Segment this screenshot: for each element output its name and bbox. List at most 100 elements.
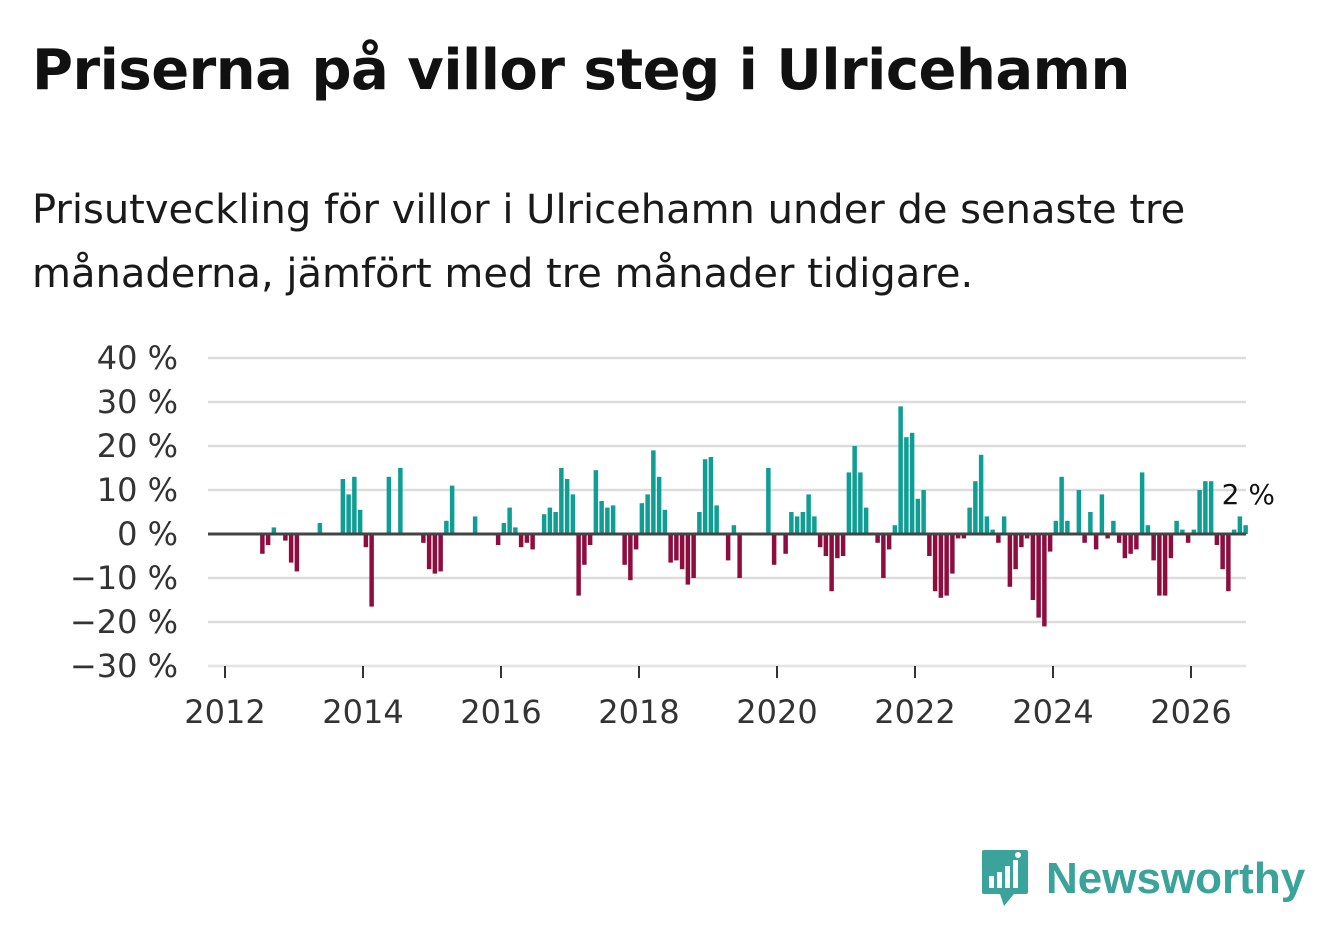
bar bbox=[398, 468, 403, 534]
bar bbox=[955, 534, 961, 539]
bar bbox=[829, 534, 834, 592]
bar bbox=[369, 534, 374, 607]
bar bbox=[840, 534, 846, 556]
bar bbox=[495, 534, 501, 545]
y-tick-label: 20 % bbox=[97, 427, 178, 465]
bar bbox=[674, 534, 679, 561]
bar bbox=[599, 501, 604, 534]
annotations: 2 % bbox=[1222, 478, 1275, 511]
bar bbox=[812, 516, 817, 534]
bar bbox=[927, 534, 932, 556]
bar bbox=[564, 479, 570, 534]
bar bbox=[766, 468, 771, 534]
bar bbox=[978, 454, 984, 534]
bar bbox=[875, 534, 880, 543]
bar bbox=[553, 512, 558, 534]
bar bbox=[507, 507, 512, 534]
bar bbox=[800, 512, 806, 534]
bar bbox=[1185, 534, 1191, 543]
bar bbox=[633, 534, 639, 550]
bar bbox=[1116, 534, 1122, 543]
x-tick-label: 2022 bbox=[874, 693, 955, 731]
bar bbox=[1151, 534, 1156, 561]
bar bbox=[909, 432, 915, 534]
bar bbox=[1220, 534, 1225, 570]
bar bbox=[1231, 529, 1237, 534]
bar bbox=[1208, 481, 1214, 534]
y-tick-label: −30 % bbox=[70, 647, 178, 685]
bar bbox=[530, 534, 535, 550]
newsworthy-logo[interactable]: Newsworthy bbox=[980, 848, 1305, 910]
bars bbox=[260, 406, 1248, 627]
bar bbox=[789, 512, 794, 534]
bar bbox=[737, 534, 742, 578]
bar bbox=[1053, 520, 1059, 534]
bar bbox=[622, 534, 627, 565]
bar bbox=[1128, 534, 1133, 554]
bar bbox=[518, 534, 524, 548]
bar bbox=[432, 534, 438, 574]
bar bbox=[593, 470, 599, 534]
bar bbox=[288, 534, 294, 563]
bar bbox=[1036, 534, 1041, 618]
bar bbox=[932, 534, 938, 592]
bar bbox=[1093, 534, 1099, 550]
newsworthy-logo-icon bbox=[982, 850, 1028, 906]
bar bbox=[783, 534, 788, 554]
bar bbox=[881, 534, 886, 578]
bar bbox=[639, 503, 645, 534]
bar bbox=[835, 534, 840, 559]
bar bbox=[950, 534, 955, 574]
bar bbox=[817, 534, 823, 548]
bar bbox=[725, 534, 731, 561]
bar bbox=[731, 525, 737, 534]
bar bbox=[426, 534, 432, 570]
x-tick-label: 2024 bbox=[1012, 693, 1093, 731]
bar bbox=[967, 507, 972, 534]
bar bbox=[1145, 525, 1151, 534]
bar bbox=[886, 534, 892, 550]
bar bbox=[1180, 529, 1185, 534]
y-axis: 40 % 30 % 20 % 10 % 0 % −10 % −20 % −30 % bbox=[70, 339, 178, 685]
bar bbox=[472, 516, 478, 534]
bar bbox=[1237, 516, 1243, 534]
y-tick-label: 30 % bbox=[97, 383, 178, 421]
end-value-label: 2 % bbox=[1222, 478, 1275, 511]
bar bbox=[973, 481, 978, 534]
bar bbox=[794, 516, 800, 534]
bar bbox=[1059, 476, 1064, 534]
bar bbox=[1042, 534, 1047, 627]
chart-title: Priserna på villor steg i Ulricehamn bbox=[32, 38, 1130, 103]
bar bbox=[1019, 534, 1024, 548]
bar bbox=[1111, 520, 1116, 534]
bar bbox=[582, 534, 587, 565]
bar bbox=[283, 534, 288, 541]
bar bbox=[271, 527, 277, 534]
bar bbox=[1191, 529, 1197, 534]
bar bbox=[662, 509, 668, 534]
bar bbox=[610, 505, 616, 534]
bar bbox=[651, 450, 656, 534]
bar bbox=[605, 507, 610, 534]
bar bbox=[702, 459, 708, 534]
bar bbox=[771, 534, 777, 565]
bar bbox=[1082, 534, 1087, 543]
bar bbox=[444, 520, 449, 534]
bar bbox=[317, 523, 323, 534]
bar bbox=[1203, 481, 1208, 534]
bar bbox=[1243, 525, 1248, 534]
bar bbox=[852, 446, 857, 534]
y-tick-label: −20 % bbox=[70, 603, 178, 641]
bar bbox=[1174, 520, 1179, 534]
bar bbox=[846, 472, 852, 534]
bar bbox=[691, 534, 696, 578]
x-tick-label: 2012 bbox=[184, 693, 265, 731]
bar bbox=[260, 534, 265, 554]
bar bbox=[265, 534, 271, 545]
bar bbox=[645, 494, 650, 534]
bar bbox=[1007, 534, 1013, 587]
bar bbox=[1197, 490, 1202, 534]
bar bbox=[547, 507, 553, 534]
bar bbox=[656, 476, 662, 534]
x-tick-label: 2020 bbox=[736, 693, 817, 731]
